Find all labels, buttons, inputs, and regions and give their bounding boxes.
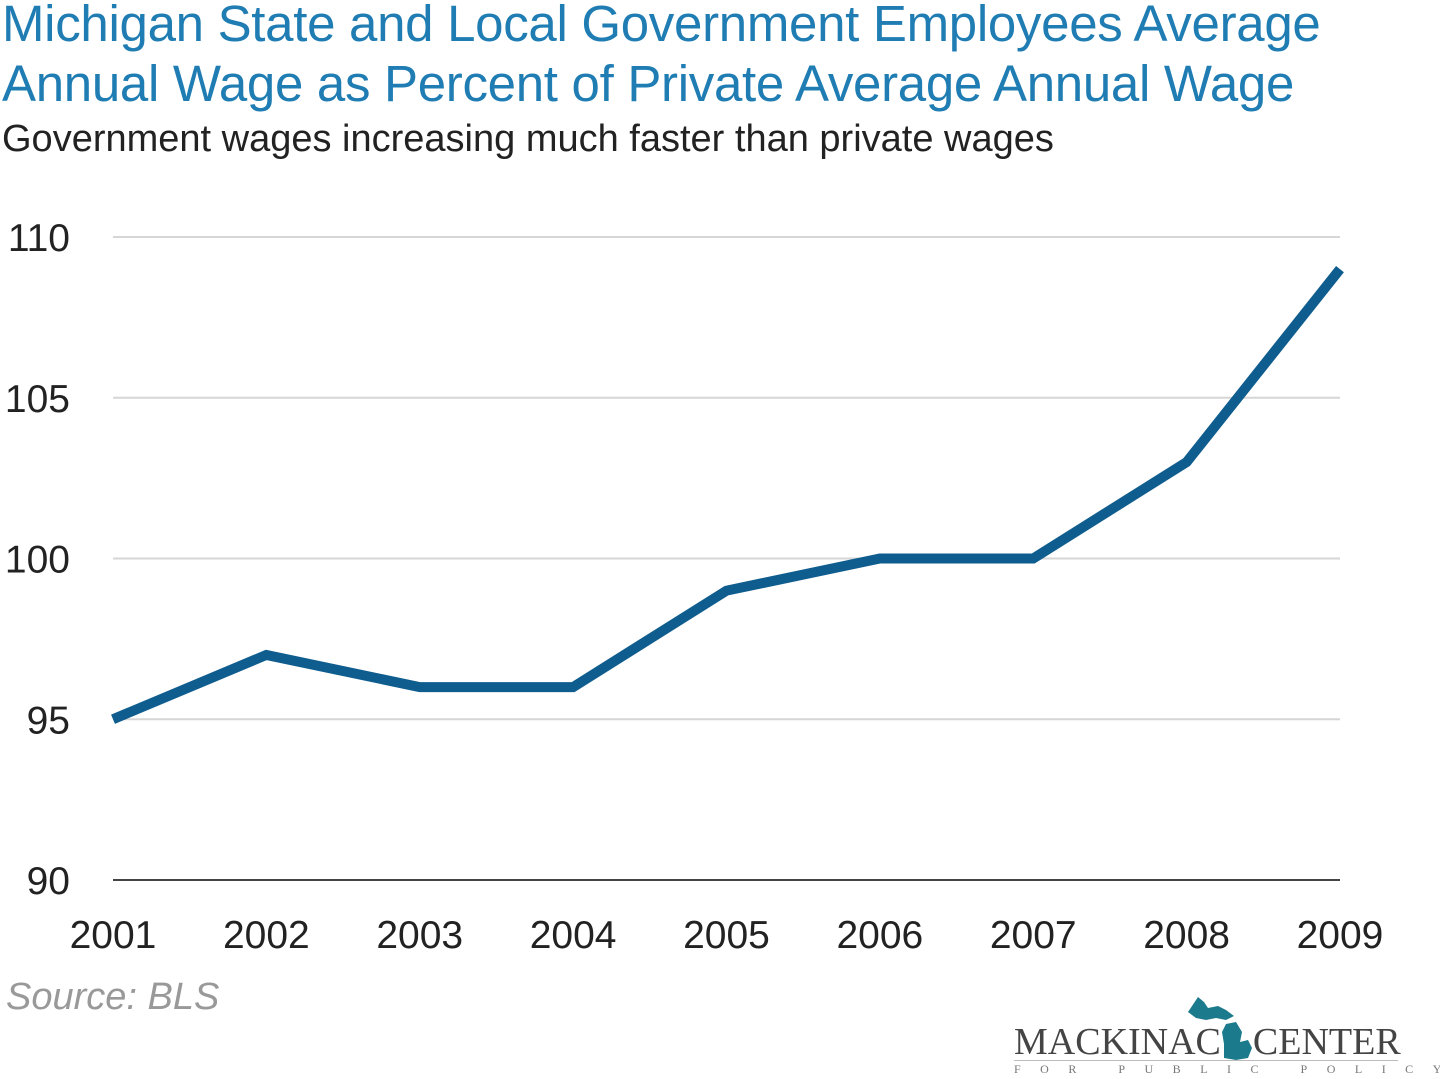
y-tick-label: 105 <box>5 378 70 421</box>
source-note: Source: BLS <box>6 976 220 1018</box>
chart-title: Michigan State and Local Government Empl… <box>2 0 1321 112</box>
y-tick-label: 90 <box>27 860 70 903</box>
x-tick-label: 2007 <box>990 914 1077 957</box>
y-tick-label: 110 <box>8 217 70 260</box>
logo-divider <box>1014 1060 1398 1061</box>
x-tick-label: 2002 <box>223 914 310 957</box>
mackinac-center-logo: MACKINAC CENTER FOR PUBLIC POLICY <box>1012 992 1440 1079</box>
logo-subtext: FOR PUBLIC POLICY <box>1014 1062 1440 1076</box>
x-tick-label: 2001 <box>70 914 157 957</box>
x-tick-label: 2006 <box>836 914 923 957</box>
michigan-map-icon <box>1188 997 1252 1060</box>
x-tick-label: 2004 <box>530 914 617 957</box>
x-tick-label: 2003 <box>376 914 463 957</box>
y-tick-label: 100 <box>5 539 70 582</box>
x-tick-label: 2005 <box>683 914 770 957</box>
chart-subtitle: Government wages increasing much faster … <box>2 118 1054 160</box>
x-tick-label: 2008 <box>1143 914 1230 957</box>
x-tick-label: 2009 <box>1297 914 1384 957</box>
series-line <box>111 266 1344 724</box>
y-tick-label: 95 <box>27 699 70 742</box>
logo-text: MACKINAC CENTER <box>1014 1021 1401 1063</box>
